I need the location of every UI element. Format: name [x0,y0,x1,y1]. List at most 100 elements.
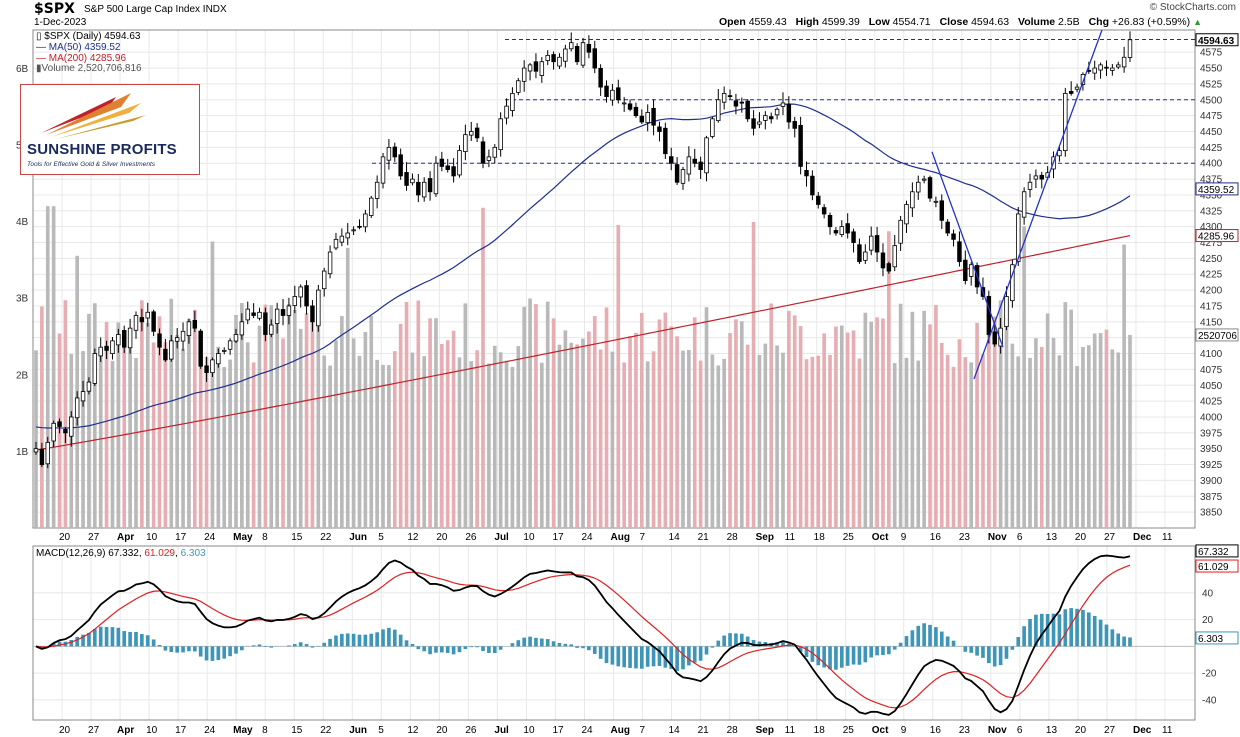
macd-histogram-bar [1122,636,1126,647]
volume-bar [663,312,668,528]
close-price-tag: 4594.63 [1195,33,1239,47]
macd-histogram-bar [557,643,562,647]
candlestick [45,441,50,465]
macd-histogram-bar [669,646,674,669]
macd-histogram-bar [575,646,579,648]
macd-histogram-bar [1087,612,1091,647]
macd-histogram-bar [192,646,197,652]
macd-histogram-bar [816,646,821,666]
candlestick [1098,64,1103,71]
candlestick [898,219,903,244]
candlestick [1116,64,1121,68]
macd-histogram-bar [345,633,350,647]
candlestick [145,311,150,319]
candlestick [1057,150,1062,157]
candlestick [180,330,186,342]
candlestick [686,156,692,175]
price-x-tick-label: 7 [640,532,646,543]
macd-histogram-bar [204,646,209,661]
candlestick [968,264,974,277]
volume-bar [639,312,644,528]
candlestick [404,172,409,186]
volume-bar [34,350,38,528]
macd-x-tick-label: Apr [117,725,134,736]
chart-header: $SPX S&P 500 Large Cap Index INDX 1-Dec-… [0,0,1240,30]
candlestick [127,327,133,349]
macd-histogram-bar [69,639,74,647]
volume-bar [675,336,679,528]
candlestick [1092,67,1097,74]
price-x-tick-label: 26 [465,532,477,543]
macd-histogram-bar [775,642,779,647]
macd-histogram-bar [381,629,385,647]
volume-y-tick-label: 2B [16,370,29,381]
volume-tag: 2520706 [1195,328,1239,342]
macd-histogram-bar [1081,609,1085,647]
price-x-tick-label: 8 [262,532,268,543]
volume-bar [540,362,544,528]
candlestick [433,162,439,195]
macd-x-tick-label: 8 [262,725,268,736]
macd-histogram-bar [675,646,679,671]
volume-bar [457,357,462,528]
volume-bar [792,315,797,528]
macd-histogram-bar [592,646,597,654]
macd-x-tick-label: 28 [727,725,739,736]
volume-bar [875,317,879,528]
candlestick [57,421,62,427]
macd-histogram-bar [1016,637,1021,647]
stockcharts-credit: © StockCharts.com [1149,2,1236,13]
volume-y-tick-label: 6B [16,64,29,75]
volume-bar [122,332,127,528]
macd-histogram-bar [892,646,897,650]
macd-histogram-bar [734,633,738,647]
volume-bar [1022,226,1026,528]
price-y-tick-label: 4000 [1200,412,1223,423]
volume-bar [987,314,991,528]
macd-x-tick-label: 11 [785,725,796,736]
volume-bar [204,357,209,528]
volume-bar [992,316,997,528]
volume-bar [434,318,438,528]
macd-histogram-bar [992,646,997,667]
price-x-tick-label: 21 [698,532,710,543]
candlestick [233,334,239,342]
macd-histogram-bar [792,645,797,647]
signal-value-tag-box [1195,559,1239,573]
volume-bar [863,312,868,528]
candlestick [163,348,168,361]
macd-signal-line [35,564,1131,709]
price-x-tick-label: 24 [581,532,593,543]
volume-bar [981,354,985,528]
candlestick [692,158,697,164]
macd-histogram-bar [492,646,497,654]
candlestick [945,221,950,234]
volume-bar [134,358,138,528]
candlestick [704,137,709,174]
macd-histogram-bar [322,642,327,647]
price-y-tick-label: 4400 [1200,159,1223,170]
candlestick [498,118,503,151]
volume-bar [392,351,397,528]
macd-histogram-bar [987,646,991,664]
price-y-tick-label: 4175 [1200,301,1223,312]
candlestick [569,42,574,50]
candlestick [786,103,792,123]
macd-x-tick-label: 18 [814,725,826,736]
volume-bar [422,356,427,528]
volume-bar [975,322,979,528]
candlestick [210,359,215,374]
volume-bar [387,365,391,528]
macd-x-tick-label: May [233,725,253,736]
candlestick [280,309,286,316]
price-x-tick-label: 14 [669,532,681,543]
price-x-tick-label: 6 [1017,532,1023,543]
volume-bar [522,306,527,528]
macd-histogram-bar [1116,633,1121,647]
price-x-tick-label: 20 [59,532,71,543]
price-y-tick-label: 4525 [1200,79,1223,90]
volume-bar [804,359,809,528]
price-x-tick-label: 16 [930,532,942,543]
candlestick [292,296,298,306]
macd-histogram-bar [175,646,179,653]
